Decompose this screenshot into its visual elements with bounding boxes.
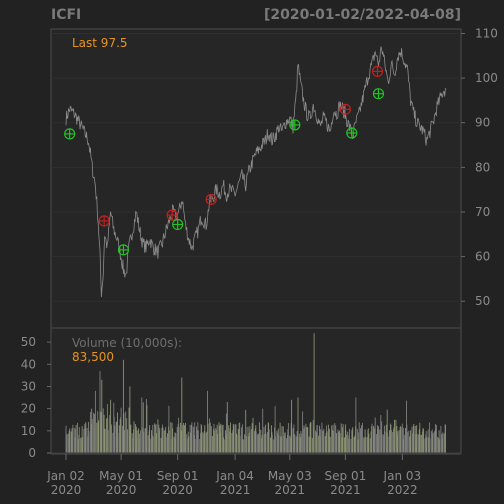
date-range: [2020-01-02/2022-04-08] <box>264 7 461 23</box>
sell-marker <box>205 193 217 206</box>
price-series <box>65 46 447 298</box>
price-tick-label: 70 <box>475 205 490 219</box>
price-tick-label: 110 <box>475 26 498 40</box>
date-tick-label: Sep 01 <box>325 469 367 483</box>
date-tick-year: 2020 <box>162 483 193 497</box>
date-tick-label: Jan 02 <box>46 469 85 483</box>
volume-tick-label: 40 <box>21 357 36 371</box>
sell-marker <box>98 215 110 227</box>
volume-tick-label: 30 <box>21 379 36 393</box>
price-tick-label: 50 <box>475 294 490 308</box>
price-tick-label: 100 <box>475 71 498 85</box>
date-tick-label: Jan 03 <box>383 469 422 483</box>
date-tick-year: 2022 <box>387 483 418 497</box>
buy-marker <box>372 88 385 100</box>
price-line <box>65 46 447 298</box>
date-tick-label: Sep 01 <box>157 469 199 483</box>
price-tick-label: 90 <box>475 116 490 130</box>
buy-marker <box>117 244 130 256</box>
date-tick-label: May 01 <box>99 469 143 483</box>
date-tick-year: 2020 <box>51 483 82 497</box>
price-gridlines <box>51 32 461 302</box>
trade-markers <box>64 65 385 256</box>
date-tick-year: 2021 <box>274 483 305 497</box>
volume-bars <box>51 333 461 454</box>
sell-marker <box>371 65 384 77</box>
last-price-label: Last 97.5 <box>72 36 128 50</box>
price-tick-label: 60 <box>475 250 490 264</box>
date-tick-label: Jan 04 <box>215 469 254 483</box>
buy-marker <box>64 128 76 140</box>
date-tick-year: 2020 <box>106 483 137 497</box>
price-axis: 50 60 70 80 90 100 110 <box>461 26 498 308</box>
volume-label: Volume (10,000s): <box>72 336 182 350</box>
price-tick-label: 80 <box>475 160 490 174</box>
volume-tick-label: 10 <box>21 424 36 438</box>
date-tick-label: May 03 <box>268 469 312 483</box>
price-panel <box>50 28 462 329</box>
buy-marker <box>346 127 358 139</box>
volume-tick-label: 20 <box>21 402 36 416</box>
volume-tick-label: 50 <box>21 335 36 349</box>
chart-title: ICFI <box>51 7 81 23</box>
volume-tick-label: 0 <box>28 446 36 460</box>
date-tick-year: 2021 <box>220 483 251 497</box>
buy-marker <box>289 119 301 131</box>
date-tick-year: 2021 <box>330 483 361 497</box>
sell-marker <box>166 209 178 221</box>
volume-axis: 0 10 20 30 40 50 <box>21 335 51 460</box>
volume-last-value: 83,500 <box>72 350 114 364</box>
sell-marker <box>339 103 351 115</box>
buy-marker <box>172 218 184 231</box>
